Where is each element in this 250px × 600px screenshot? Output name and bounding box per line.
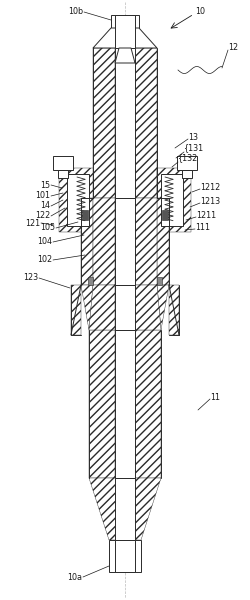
Polygon shape [182, 170, 192, 178]
Polygon shape [115, 285, 135, 330]
Text: 14: 14 [40, 202, 50, 211]
Polygon shape [115, 330, 135, 478]
Polygon shape [93, 48, 115, 198]
Text: 105: 105 [40, 223, 55, 232]
Polygon shape [82, 210, 88, 220]
Polygon shape [53, 156, 73, 170]
Polygon shape [67, 174, 89, 226]
Polygon shape [135, 48, 157, 198]
Text: 12: 12 [228, 43, 238, 52]
Polygon shape [115, 48, 135, 63]
Polygon shape [109, 540, 141, 572]
Text: 102: 102 [37, 256, 52, 265]
Polygon shape [115, 48, 135, 198]
Polygon shape [169, 285, 179, 335]
Text: 13: 13 [188, 133, 198, 142]
Polygon shape [115, 198, 135, 285]
Polygon shape [115, 540, 135, 572]
Text: 121: 121 [25, 218, 40, 227]
Polygon shape [81, 285, 93, 330]
Text: 15: 15 [40, 181, 50, 190]
Polygon shape [115, 15, 135, 48]
Polygon shape [89, 330, 115, 478]
Polygon shape [89, 478, 161, 540]
Text: 1213: 1213 [200, 197, 220, 206]
Polygon shape [58, 170, 68, 178]
Text: 1211: 1211 [196, 211, 216, 220]
Polygon shape [71, 285, 81, 335]
Text: 111: 111 [195, 223, 210, 232]
Text: 122: 122 [35, 211, 50, 220]
Polygon shape [177, 156, 197, 170]
Polygon shape [157, 168, 191, 232]
Text: 123: 123 [23, 274, 38, 283]
Polygon shape [88, 277, 93, 285]
Polygon shape [135, 330, 161, 478]
Polygon shape [93, 28, 157, 48]
Text: {132: {132 [178, 154, 198, 163]
Text: {131: {131 [184, 143, 204, 152]
Text: 104: 104 [37, 238, 52, 247]
Polygon shape [135, 198, 157, 285]
Text: 101: 101 [35, 191, 50, 200]
Polygon shape [81, 198, 93, 285]
Text: 1212: 1212 [200, 184, 220, 193]
Text: 10a: 10a [67, 574, 82, 583]
Polygon shape [111, 15, 139, 28]
Polygon shape [135, 285, 161, 330]
Polygon shape [157, 285, 169, 330]
Polygon shape [161, 174, 183, 226]
Polygon shape [157, 277, 162, 285]
Text: 10: 10 [195, 7, 205, 16]
Polygon shape [115, 478, 135, 540]
Polygon shape [93, 198, 115, 285]
Polygon shape [157, 198, 169, 285]
Text: 11: 11 [210, 394, 220, 403]
Polygon shape [59, 168, 93, 232]
Polygon shape [89, 285, 115, 330]
Text: 10b: 10b [68, 7, 83, 16]
Polygon shape [162, 210, 168, 220]
